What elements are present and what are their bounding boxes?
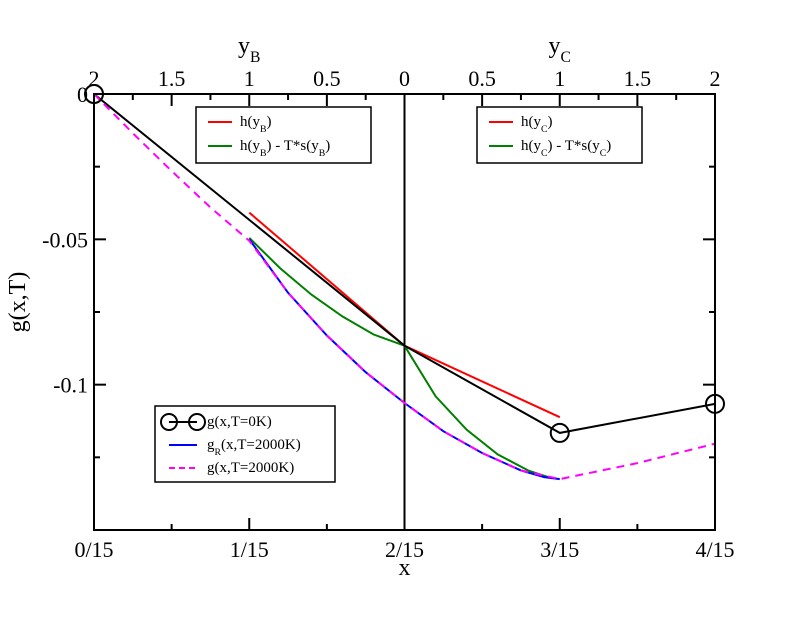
curve-h-yb-t-s-yb- (248, 237, 405, 347)
legend-box (476, 106, 643, 164)
series-g-x-t-2000k- (93, 93, 716, 481)
top-axis-label: yC (549, 33, 571, 66)
legend-box (195, 106, 372, 164)
top-tick-label: 1.5 (158, 66, 186, 91)
top-tick-label: 0.5 (468, 66, 496, 91)
legends: h(yB) h(yB) - T*s(yB) h(yC) h(yC) - T*s(yC)… (154, 106, 643, 483)
top-tick-label: 2 (710, 66, 721, 91)
legend-label: h(yB) (240, 114, 272, 135)
y-tick-label: 0 (77, 82, 88, 107)
y-tick-label: -0.05 (42, 227, 88, 252)
curve-h-yc- (404, 344, 561, 419)
legend-label: h(yB) - T*s(yB) (240, 138, 330, 159)
legend-marker (188, 413, 206, 431)
x-tick-label: 4/15 (695, 537, 734, 562)
top-tick-label: 2 (89, 66, 100, 91)
legend-label: g(x,T=2000K) (207, 460, 294, 476)
top-tick-label: 1.5 (624, 66, 652, 91)
y-tick-label: -0.1 (53, 373, 88, 398)
x-tick-label: 2/15 (385, 537, 424, 562)
top-tick-label: 0.5 (313, 66, 341, 91)
y-axis-label: g(x,T) (5, 272, 31, 333)
legend-label: h(yC) - T*s(yC) (521, 138, 611, 159)
series-g-x-t-0k- (93, 93, 716, 434)
top-axis-label: yB (238, 33, 260, 66)
x-tick-label: 0/15 (74, 537, 113, 562)
legend-top-left-panel: h(yB) h(yB) - T*s(yB) (195, 106, 372, 164)
legend-label: gR(x,T=2000K) (207, 437, 301, 458)
x-tick-label: 3/15 (540, 537, 579, 562)
top-tick-label: 0 (399, 66, 410, 91)
curve-h-yc-t-s-yc- (403, 345, 553, 480)
top-tick-label: 1 (244, 66, 255, 91)
legend-label: g(x,T=0K) (207, 414, 272, 430)
curves (93, 93, 716, 481)
x-tick-label: 1/15 (230, 537, 269, 562)
x-axis-label: x (399, 555, 411, 581)
legend-series: g(x,T=0K) gR(x,T=2000K) g(x,T=2000K) (154, 405, 336, 483)
legend-top-right-panel: h(yC) h(yC) - T*s(yC) (476, 106, 643, 164)
legend-marker (160, 413, 178, 431)
marker-circle (549, 422, 570, 443)
labels: 0/15 1/15 2/15 3/15 4/15 0 -0.05 -0.1 2 1.5 1 0.5 0 y… (5, 33, 735, 581)
ticks (93, 93, 716, 530)
top-tick-label: 1 (554, 66, 565, 91)
legend-label: h(yC) (521, 114, 553, 135)
